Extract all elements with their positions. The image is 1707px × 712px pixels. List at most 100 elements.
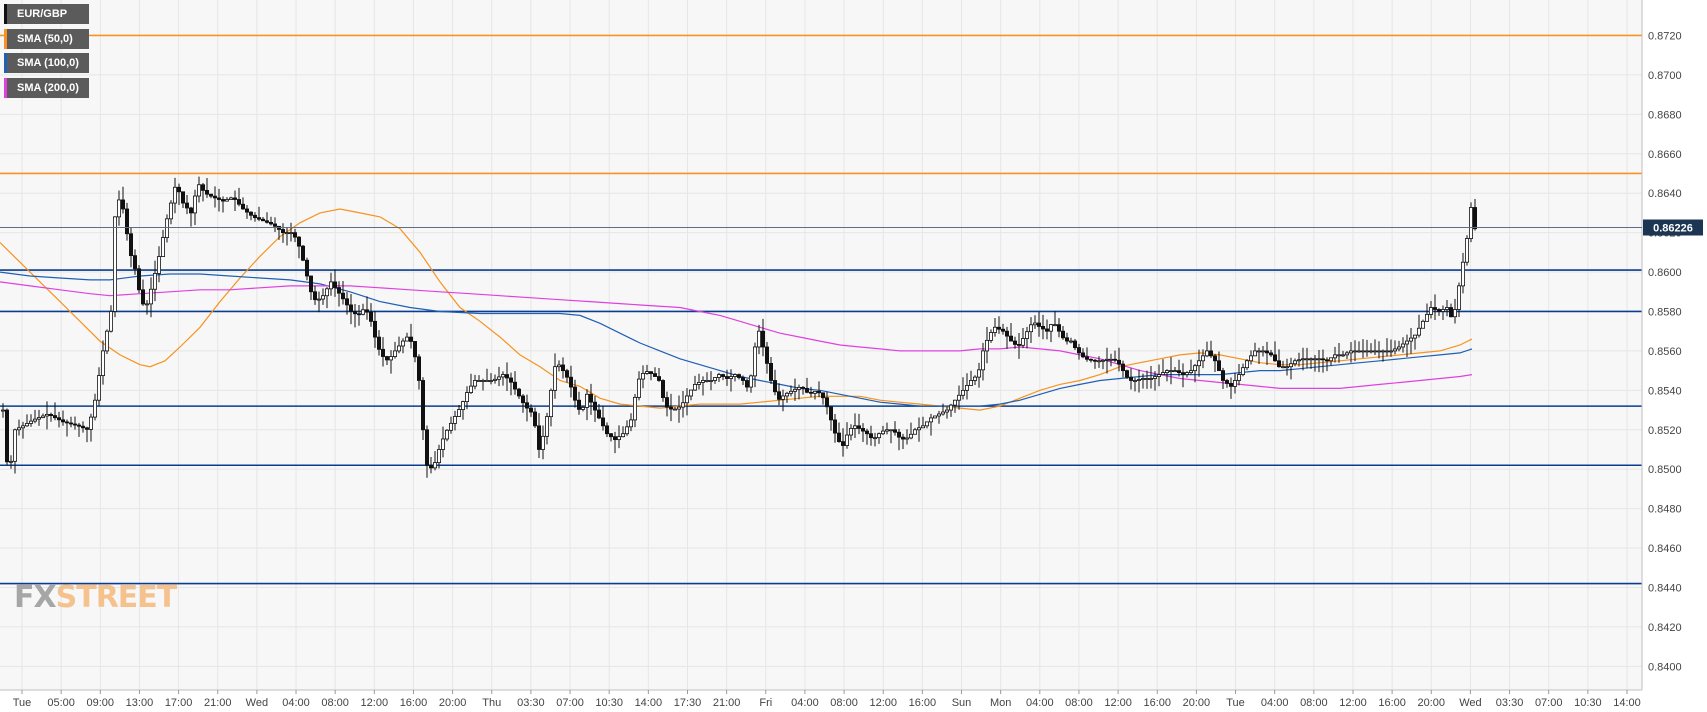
candle-body <box>1161 372 1166 375</box>
candle-body <box>93 399 98 418</box>
candle-body <box>77 424 82 427</box>
candle-body <box>328 281 333 290</box>
candle-body <box>1061 330 1066 339</box>
candle-body <box>749 375 754 388</box>
candle-body <box>240 203 245 210</box>
candle-body <box>248 211 253 216</box>
candle-body <box>508 377 513 383</box>
candle-body <box>168 202 173 220</box>
candle-body <box>296 236 301 247</box>
candle-body <box>1333 354 1338 359</box>
candle-body <box>37 417 42 420</box>
x-tick-label: 08:00 <box>1300 697 1328 709</box>
candle-body <box>1065 337 1070 342</box>
candle-body <box>909 433 914 439</box>
x-tick-label: 17:30 <box>674 697 702 709</box>
candle-body <box>272 223 277 227</box>
candle-body <box>125 208 130 235</box>
grid-lines <box>0 0 1642 690</box>
candle-body <box>324 288 329 297</box>
candle-body <box>268 221 273 225</box>
candle-body <box>45 413 50 417</box>
candle-body <box>769 362 774 381</box>
candle-body <box>372 320 377 338</box>
candle-body <box>569 376 574 388</box>
candle-body <box>1097 360 1102 363</box>
candle-body <box>1185 372 1190 375</box>
candle-body <box>172 186 177 204</box>
y-tick-label: 0.8400 <box>1648 661 1682 673</box>
candle-body <box>424 429 429 466</box>
x-tick-label: Tue <box>13 697 32 709</box>
candle-body <box>1221 370 1226 381</box>
x-tick-label: 12:00 <box>361 697 389 709</box>
candle-body <box>837 432 842 442</box>
legend-item-sma200[interactable]: SMA (200,0) <box>4 77 89 98</box>
candle-body <box>521 395 526 404</box>
candle-body <box>661 380 666 398</box>
candle-body <box>1337 354 1342 357</box>
candle-body <box>0 409 6 412</box>
candle-body <box>1361 350 1366 353</box>
candle-body <box>1417 327 1422 336</box>
candle-body <box>200 184 205 191</box>
candle-body <box>953 399 958 406</box>
x-tick-label: 16:00 <box>1378 697 1406 709</box>
logo-street: STREET <box>55 580 178 615</box>
x-tick-label: 20:00 <box>439 697 467 709</box>
candle-body <box>833 419 838 434</box>
candle-body <box>1141 378 1146 380</box>
candle-body <box>897 431 902 438</box>
candle-body <box>593 401 598 411</box>
candle-body <box>109 311 114 332</box>
candle-body <box>1425 314 1430 322</box>
candle-body <box>105 330 110 352</box>
candle-body <box>1437 309 1442 312</box>
legend-swatch <box>4 53 7 73</box>
candle-body <box>164 218 169 238</box>
y-tick-label: 0.8420 <box>1648 622 1682 634</box>
candle-body <box>288 232 293 235</box>
candle-body <box>132 255 137 270</box>
candle-body <box>356 313 361 316</box>
candle-body <box>1013 340 1018 345</box>
y-tick-label: 0.8680 <box>1648 109 1682 121</box>
candle-body <box>212 195 217 199</box>
candle-body <box>496 376 501 380</box>
candle-body <box>420 380 425 431</box>
candle-body <box>889 429 894 432</box>
candle-body <box>1189 370 1194 373</box>
candle-body <box>1069 340 1074 343</box>
candle-body <box>408 336 413 342</box>
candle-body <box>1289 363 1294 368</box>
candle-body <box>8 460 13 463</box>
candle-body <box>428 464 433 469</box>
x-tick-label: 04:00 <box>1261 697 1289 709</box>
candle-body <box>388 356 393 361</box>
legend-item-sma100[interactable]: SMA (100,0) <box>4 53 89 73</box>
candle-body <box>184 202 189 209</box>
x-tick-label: Wed <box>1459 697 1481 709</box>
logo-fx: FX <box>14 580 57 615</box>
candle-body <box>1173 370 1178 373</box>
legend-item-sma50[interactable]: SMA (50,0) <box>4 28 89 49</box>
candle-body <box>1181 372 1186 375</box>
x-tick-label: 10:30 <box>595 697 623 709</box>
candle-body <box>284 232 289 235</box>
candle-body <box>829 406 834 421</box>
candle-body <box>1277 360 1282 368</box>
candle-body <box>308 275 313 293</box>
candle-body <box>689 389 694 397</box>
candle-body <box>721 374 726 377</box>
y-tick-label: 0.8480 <box>1648 504 1682 516</box>
candle-body <box>1253 350 1258 357</box>
candle-body <box>1101 359 1106 362</box>
candle-body <box>873 437 878 440</box>
candle-body <box>1321 358 1326 361</box>
legend-label: SMA (200,0) <box>17 81 79 94</box>
legend-item-eurgbp[interactable]: EUR/GBP <box>4 4 89 24</box>
x-tick-label: 04:00 <box>282 697 310 709</box>
candle-body <box>192 195 197 214</box>
candle-body <box>1201 355 1206 362</box>
